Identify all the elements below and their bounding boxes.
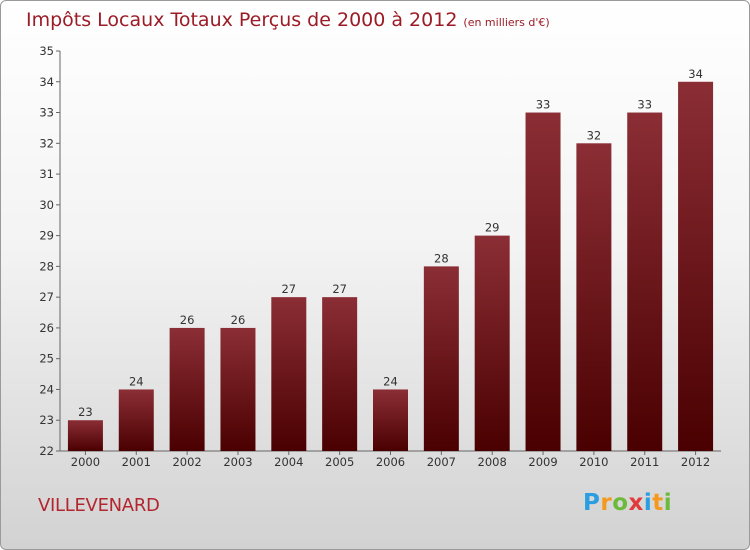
bar-value-label: 23 (78, 405, 93, 419)
bar-value-label: 28 (434, 251, 449, 265)
chart-title: Impôts Locaux Totaux Perçus de 2000 à 20… (26, 9, 458, 31)
bars (67, 81, 714, 452)
x-tick-label: 2001 (122, 455, 151, 469)
logo-letter: P (583, 490, 601, 516)
bar-value-label: 26 (231, 313, 246, 327)
value-labels: 23 24 26 26 27 27 24 28 29 33 32 33 34 (78, 67, 703, 419)
bar (525, 112, 561, 452)
y-tick-label: 22 (39, 444, 54, 458)
x-tick-label: 2009 (528, 455, 557, 469)
y-tick-label: 30 (39, 198, 54, 212)
bar-value-label: 34 (688, 67, 703, 81)
logo-letter: i (663, 490, 673, 516)
chart-subtitle: (en milliers d'€) (463, 16, 550, 29)
bar (67, 420, 103, 451)
y-tick-label: 28 (39, 259, 54, 273)
bar (118, 389, 154, 451)
x-tick-label: 2006 (376, 455, 405, 469)
bar (627, 112, 663, 452)
y-tick-label: 24 (39, 382, 54, 396)
bar-value-label: 32 (587, 128, 602, 142)
y-tick-label: 32 (39, 136, 54, 150)
logo-letter: t (652, 490, 664, 516)
x-tick-label: 2005 (325, 455, 354, 469)
x-tick-label: 2011 (630, 455, 659, 469)
x-tick-label: 2012 (681, 455, 710, 469)
y-tick-label: 31 (39, 167, 54, 181)
bar-value-label: 27 (332, 282, 347, 296)
x-tick-label: 2004 (274, 455, 303, 469)
bar-value-label: 24 (383, 374, 398, 388)
bar (220, 327, 256, 451)
bar-value-label: 27 (281, 282, 296, 296)
x-tick-label: 2003 (223, 455, 252, 469)
commune-name: VILLEVENARD (38, 495, 160, 516)
bar-value-label: 33 (536, 98, 551, 112)
logo-letter: i (643, 490, 653, 516)
y-tick-label: 33 (39, 106, 54, 120)
bar (474, 235, 510, 451)
bar-value-label: 26 (180, 313, 195, 327)
title-block: Impôts Locaux Totaux Perçus de 2000 à 20… (26, 9, 550, 31)
y-tick-label: 29 (39, 229, 54, 243)
bar-value-label: 33 (637, 98, 652, 112)
bar (322, 297, 358, 451)
bar-value-label: 24 (129, 374, 144, 388)
y-tick-label: 34 (39, 75, 54, 89)
y-tick-label: 23 (39, 413, 54, 427)
x-tick-label: 2010 (579, 455, 608, 469)
logo-letter: x (628, 490, 644, 516)
bar (169, 327, 205, 451)
y-tick-label: 35 (39, 44, 54, 58)
x-tick-label: 2002 (172, 455, 201, 469)
bar-value-label: 29 (485, 221, 500, 235)
y-tick-label: 27 (39, 290, 54, 304)
x-tick-label: 2000 (71, 455, 100, 469)
proxiti-logo[interactable]: Proxiti (583, 490, 672, 516)
logo-letter: r (600, 490, 613, 516)
x-tick-label: 2008 (478, 455, 507, 469)
bar (678, 81, 714, 452)
bar (373, 389, 408, 451)
logo-letter: o (612, 490, 629, 516)
bar (423, 266, 459, 451)
bar (271, 297, 307, 451)
bar (576, 143, 612, 452)
x-tick-label: 2007 (427, 455, 456, 469)
y-tick-label: 26 (39, 321, 54, 335)
y-tick-label: 25 (39, 352, 54, 366)
